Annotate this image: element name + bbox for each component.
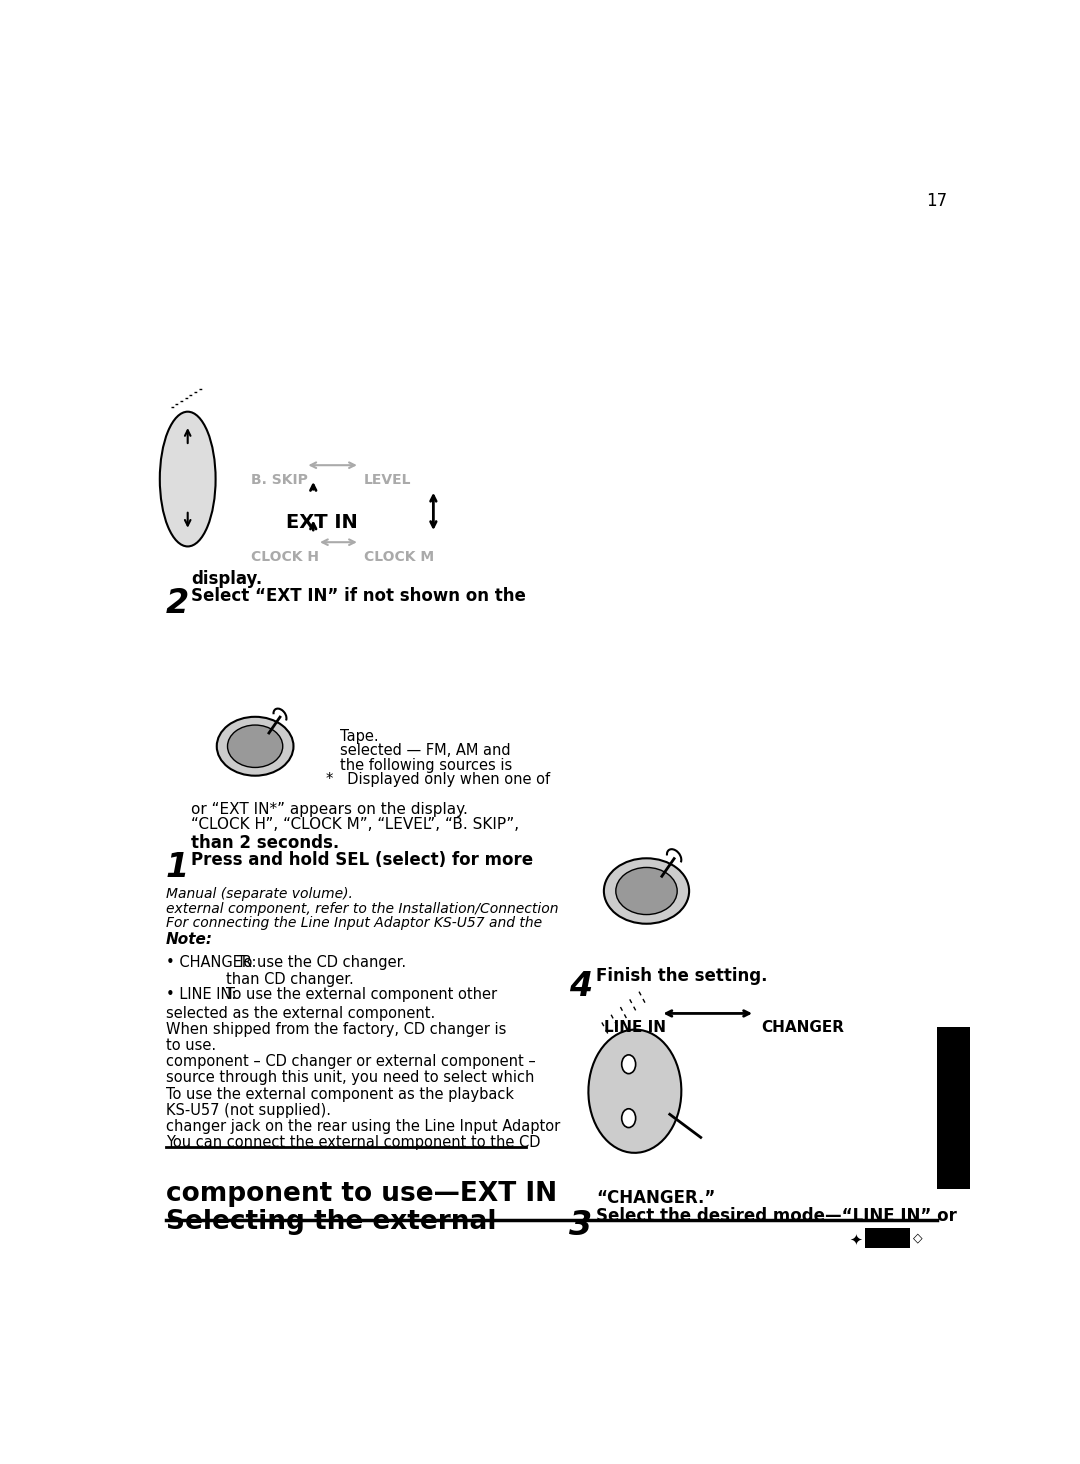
Text: B. SKIP: B. SKIP [252, 473, 308, 488]
Text: You can connect the external component to the CD: You can connect the external component t… [166, 1135, 540, 1151]
FancyBboxPatch shape [937, 1028, 970, 1189]
Text: −: − [624, 1060, 633, 1069]
Text: • LINE IN:: • LINE IN: [166, 987, 237, 1003]
Text: source through this unit, you need to select which: source through this unit, you need to se… [166, 1070, 535, 1085]
Text: display.: display. [191, 569, 262, 589]
Text: ◇: ◇ [913, 1231, 922, 1244]
Ellipse shape [589, 1029, 681, 1152]
Text: *   Displayed only when one of: * Displayed only when one of [326, 773, 551, 788]
Text: ✦: ✦ [849, 1233, 862, 1247]
Text: component – CD changer or external component –: component – CD changer or external compo… [166, 1054, 536, 1069]
Text: 4: 4 [569, 971, 592, 1003]
Text: To use the external component other: To use the external component other [226, 987, 497, 1003]
Text: selected — FM, AM and: selected — FM, AM and [339, 744, 510, 758]
Text: LEVEL: LEVEL [364, 473, 411, 488]
Text: CHANGER: CHANGER [761, 1019, 845, 1035]
Ellipse shape [228, 725, 283, 767]
Text: 2: 2 [166, 587, 189, 619]
Text: • CHANGER:: • CHANGER: [166, 955, 257, 971]
Text: external component, refer to the Installation/Connection: external component, refer to the Install… [166, 902, 558, 916]
Text: 0:00: 0:00 [874, 1233, 901, 1243]
Text: 3: 3 [569, 1209, 592, 1241]
Text: LINE IN: LINE IN [604, 1019, 666, 1035]
Text: or “EXT IN*” appears on the display.: or “EXT IN*” appears on the display. [191, 802, 468, 817]
Text: selected as the external component.: selected as the external component. [166, 1006, 435, 1020]
Text: Selecting the external: Selecting the external [166, 1209, 497, 1236]
Text: “CHANGER.”: “CHANGER.” [596, 1189, 715, 1206]
Text: than CD changer.: than CD changer. [226, 972, 353, 987]
FancyBboxPatch shape [865, 1227, 910, 1247]
Text: To use the CD changer.: To use the CD changer. [238, 955, 406, 971]
Ellipse shape [217, 717, 294, 776]
Text: 1: 1 [166, 851, 189, 884]
Text: than 2 seconds.: than 2 seconds. [191, 834, 339, 852]
Text: Select the desired mode—“LINE IN” or: Select the desired mode—“LINE IN” or [596, 1206, 957, 1225]
Text: SEL: SEL [635, 886, 658, 896]
Text: +: + [624, 1113, 633, 1123]
Text: For connecting the Line Input Adaptor KS-U57 and the: For connecting the Line Input Adaptor KS… [166, 916, 542, 931]
Text: SEL: SEL [245, 741, 266, 751]
Text: component to use—EXT IN: component to use—EXT IN [166, 1181, 557, 1208]
Text: EXT IN: EXT IN [286, 512, 357, 531]
Text: 17: 17 [927, 192, 947, 209]
Text: Note:: Note: [166, 931, 213, 947]
Circle shape [622, 1108, 636, 1127]
Text: to use.: to use. [166, 1038, 216, 1053]
Ellipse shape [604, 858, 689, 924]
Text: ENGLISH: ENGLISH [947, 1078, 960, 1139]
Text: CLOCK H: CLOCK H [252, 550, 320, 564]
Text: Manual (separate volume).: Manual (separate volume). [166, 887, 353, 902]
Text: Tape.: Tape. [339, 729, 378, 744]
Text: Select “EXT IN” if not shown on the: Select “EXT IN” if not shown on the [191, 587, 526, 605]
Text: KS-U57 (not supplied).: KS-U57 (not supplied). [166, 1102, 330, 1117]
Text: changer jack on the rear using the Line Input Adaptor: changer jack on the rear using the Line … [166, 1118, 561, 1135]
Text: Press and hold SEL (select) for more: Press and hold SEL (select) for more [191, 851, 532, 870]
Ellipse shape [160, 411, 216, 546]
Text: CLOCK M: CLOCK M [364, 550, 434, 564]
Ellipse shape [616, 868, 677, 915]
Text: When shipped from the factory, CD changer is: When shipped from the factory, CD change… [166, 1022, 507, 1037]
Text: “CLOCK H”, “CLOCK M”, “LEVEL”, “B. SKIP”,: “CLOCK H”, “CLOCK M”, “LEVEL”, “B. SKIP”… [191, 817, 518, 832]
Text: Finish the setting.: Finish the setting. [596, 968, 768, 985]
Text: To use the external component as the playback: To use the external component as the pla… [166, 1086, 514, 1101]
Circle shape [622, 1056, 636, 1073]
Text: the following sources is: the following sources is [339, 758, 512, 773]
